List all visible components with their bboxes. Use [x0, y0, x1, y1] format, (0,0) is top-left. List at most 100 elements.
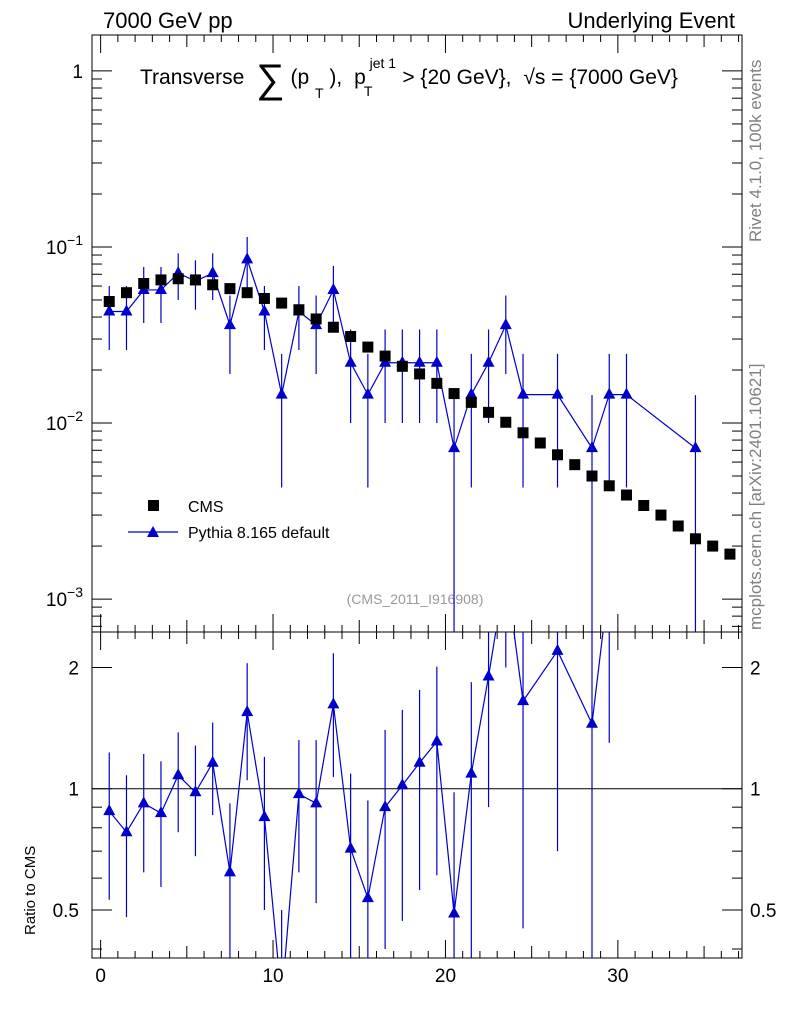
cms-point	[655, 509, 667, 521]
pythia-point	[603, 387, 616, 399]
ratio-point	[361, 891, 374, 903]
ratio-point	[154, 806, 167, 818]
ratio-point	[327, 697, 340, 709]
pythia-point	[206, 266, 219, 278]
cms-point	[534, 437, 546, 449]
cms-point	[672, 520, 684, 532]
ratio-point	[500, 563, 512, 574]
cms-point	[431, 377, 443, 389]
ratio-y-tick-label-right: 1	[750, 780, 761, 801]
cms-series	[103, 273, 736, 560]
cms-point	[379, 350, 391, 362]
cms-point	[207, 279, 219, 291]
legend-cms-marker	[148, 500, 159, 511]
pythia-point	[413, 355, 426, 367]
ratio-point	[413, 755, 426, 767]
cms-point	[448, 388, 460, 400]
ratio-point	[103, 804, 116, 816]
ratio-point	[448, 906, 461, 918]
ratio-point	[310, 796, 323, 808]
cms-point	[552, 449, 564, 461]
cms-point	[724, 548, 736, 560]
cms-point	[327, 321, 339, 333]
cms-point	[155, 274, 167, 286]
header-right: Underlying Event	[567, 8, 735, 33]
ratio-point	[344, 841, 357, 853]
ratio-point	[379, 800, 392, 812]
cms-point	[138, 278, 150, 290]
x-tick-label: 10	[262, 966, 283, 987]
cms-point	[620, 489, 632, 501]
ratio-point	[586, 716, 598, 728]
y-tick-label: 10−1	[46, 232, 83, 259]
ratio-point	[603, 573, 615, 584]
ratio-line	[108, 632, 604, 958]
legend-pythia-marker	[147, 526, 159, 537]
ratio-point	[172, 768, 185, 780]
ratio-axes: 2 2 1 1 0.5 0.5	[53, 658, 776, 950]
cms-point	[638, 500, 650, 512]
ratio-point	[430, 734, 443, 746]
ratio-point	[189, 785, 202, 797]
cms-point	[241, 287, 253, 299]
ratio-point	[482, 669, 495, 681]
ratio-y-tick-label-right: 0.5	[750, 901, 776, 922]
cms-point	[362, 341, 374, 353]
pythia-point	[241, 252, 254, 264]
x-tick-label: 30	[607, 966, 628, 987]
pythia-point	[620, 387, 633, 399]
header-left: 7000 GeV pp	[103, 8, 233, 33]
cms-point	[483, 406, 495, 418]
pythia-point	[482, 355, 495, 367]
main-plot-frame	[91, 34, 743, 633]
cms-point	[310, 313, 322, 325]
cms-point	[103, 296, 115, 308]
pythia-point	[465, 387, 478, 399]
cms-point	[224, 283, 236, 295]
main-axes: 1 10−1 10−2 10−3	[46, 62, 742, 627]
cms-point	[189, 274, 201, 286]
cms-point	[258, 292, 270, 304]
cms-point	[414, 368, 426, 380]
ratio-point	[223, 865, 236, 877]
pythia-point	[689, 441, 702, 453]
ratio-point	[120, 825, 133, 837]
pythia-point	[344, 355, 357, 367]
pythia-point	[430, 355, 443, 367]
x-tick-label: 0	[95, 966, 106, 987]
cms-point	[586, 470, 598, 482]
ratio-point	[551, 643, 564, 655]
ratio-series	[103, 563, 615, 1003]
plot-title: Transverse ∑ (p T ), p jet 1 T > {20 GeV…	[140, 50, 678, 103]
cms-point	[707, 540, 719, 552]
ratio-y-tick-label: 1	[68, 780, 79, 801]
cms-point	[293, 304, 305, 316]
ratio-point	[258, 810, 271, 822]
cms-point	[172, 273, 184, 285]
ratio-y-tick-label: 0.5	[53, 901, 79, 922]
cms-point	[689, 533, 701, 545]
pythia-point	[154, 282, 167, 294]
ratio-point	[396, 778, 409, 790]
ratio-point	[206, 755, 219, 767]
y-tick-label: 10−2	[46, 408, 83, 435]
ratio-y-tick-label: 2	[68, 658, 79, 679]
pythia-point	[551, 387, 564, 399]
ratio-point	[276, 992, 288, 1003]
cms-point	[603, 480, 615, 492]
pythia-point	[586, 441, 598, 453]
ratio-plot-frame	[91, 631, 743, 959]
cms-point	[465, 396, 477, 408]
cms-point	[120, 287, 132, 299]
pythia-point	[448, 441, 461, 453]
pythia-point	[258, 304, 271, 316]
pythia-point	[517, 387, 530, 399]
ratio-point	[292, 787, 305, 799]
cms-point	[345, 331, 357, 343]
pythia-point	[120, 304, 133, 316]
cms-point	[569, 459, 581, 471]
pythia-point	[499, 318, 512, 330]
x-axis: 0 10 20 30	[95, 35, 740, 987]
analysis-id: (CMS_2011_I916908)	[347, 591, 484, 607]
